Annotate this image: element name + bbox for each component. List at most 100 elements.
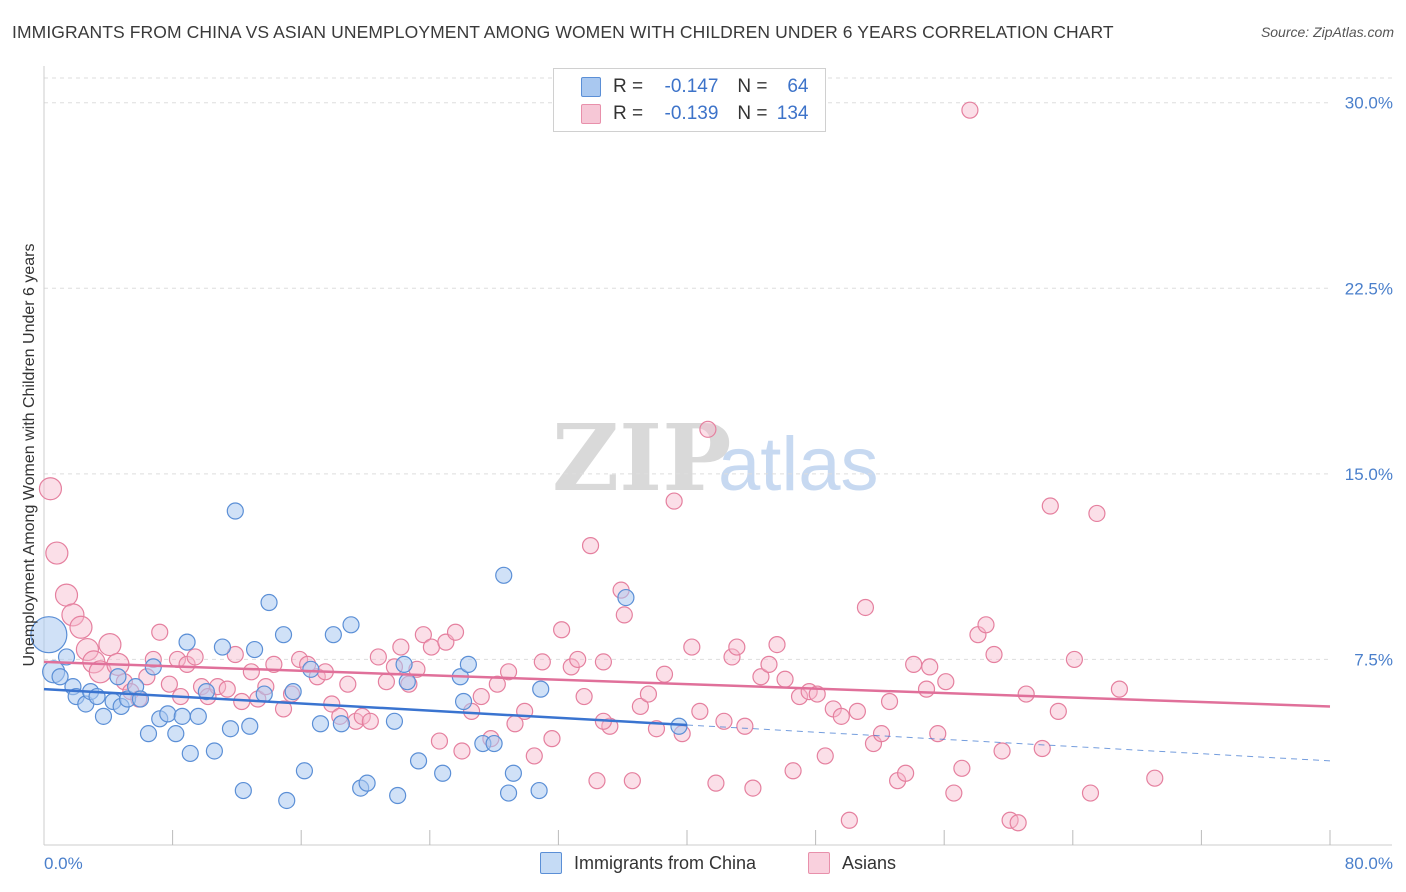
asians-swatch xyxy=(808,852,830,874)
asians-point xyxy=(98,632,122,657)
asians-point xyxy=(533,653,551,671)
china-point xyxy=(274,626,293,644)
correlation-legend: R = -0.147 N = 64 R = -0.139 N = 134 xyxy=(553,68,826,132)
asians-point xyxy=(723,648,741,666)
n-label: N = xyxy=(737,103,768,124)
asians-point xyxy=(553,621,571,639)
china-point xyxy=(409,752,428,770)
asians-point xyxy=(929,725,947,743)
r-label: R = xyxy=(613,103,644,124)
asians-point xyxy=(953,759,971,777)
asians-point xyxy=(768,635,786,654)
asians-point xyxy=(961,101,979,119)
source-label: Source: ZipAtlas.com xyxy=(1260,24,1394,40)
china-point xyxy=(57,648,76,666)
asians-point xyxy=(977,616,995,634)
legend-row-asians: R = -0.139 N = 134 xyxy=(554,101,809,127)
asians-point xyxy=(760,655,778,673)
china-point xyxy=(504,764,522,782)
r-value-china: -0.147 xyxy=(664,76,719,97)
asians-point xyxy=(226,645,244,664)
legend-item-asians[interactable]: Asians xyxy=(808,852,896,874)
china-point xyxy=(495,566,513,584)
asians-point xyxy=(776,670,794,688)
asians-point xyxy=(377,673,395,691)
asians-point xyxy=(38,477,63,501)
asians-point xyxy=(1146,769,1164,787)
asians-point xyxy=(414,626,432,644)
asians-point xyxy=(543,730,561,748)
series-legend: Immigrants from China Asians xyxy=(0,852,1406,878)
asians-point xyxy=(816,747,834,765)
asians-point xyxy=(736,717,754,735)
legend-item-china[interactable]: Immigrants from China xyxy=(540,852,756,874)
watermark-atlas: atlas xyxy=(718,422,879,507)
asians-point xyxy=(274,700,293,718)
y-tick-label: 22.5% xyxy=(1345,279,1393,298)
asians-point xyxy=(752,668,770,686)
asians-point xyxy=(655,665,674,683)
china-point xyxy=(530,781,548,800)
asians-point xyxy=(784,762,802,780)
china-point xyxy=(278,791,296,810)
asians-point xyxy=(569,650,587,669)
asians-point xyxy=(186,648,204,666)
asians-point xyxy=(905,655,923,673)
asians-point xyxy=(631,697,649,716)
china-point xyxy=(302,660,320,678)
china-point xyxy=(181,744,199,763)
asians-point xyxy=(392,638,410,656)
asians-point xyxy=(488,675,506,693)
china-trend-line-extension xyxy=(686,724,1331,762)
asians-point xyxy=(856,598,875,617)
asians-point xyxy=(848,702,866,720)
asians-point xyxy=(1033,739,1051,758)
china-point xyxy=(241,717,259,735)
china-point xyxy=(389,786,407,805)
asians-point xyxy=(581,537,600,555)
watermark-zip: ZIP xyxy=(552,404,731,512)
grid-lines xyxy=(44,77,1392,660)
legend-row-china: R = -0.147 N = 64 xyxy=(554,74,809,100)
china-point xyxy=(284,682,302,701)
y-tick-label: 7.5% xyxy=(1354,650,1393,669)
n-value-china: 64 xyxy=(787,76,809,97)
china-point xyxy=(234,781,252,800)
china-point xyxy=(221,720,240,738)
asians-point xyxy=(832,707,850,725)
china-swatch xyxy=(581,77,601,97)
legend-label-asians: Asians xyxy=(842,852,897,873)
china-point xyxy=(205,742,223,760)
china-point xyxy=(197,682,215,701)
china-points xyxy=(30,502,688,810)
china-point xyxy=(434,764,452,782)
asians-trend-line xyxy=(43,660,1331,708)
asians-point xyxy=(61,603,85,627)
asians-point xyxy=(430,732,449,750)
asians-point xyxy=(872,725,891,743)
china-point xyxy=(295,762,314,780)
china-point xyxy=(459,655,477,673)
asians-point xyxy=(45,541,69,565)
asians-point xyxy=(361,712,379,730)
asians-point xyxy=(594,653,613,671)
asians-point xyxy=(945,784,963,802)
china-point xyxy=(159,705,177,723)
asians-point xyxy=(665,492,683,510)
asians-point xyxy=(218,680,236,698)
asians-point xyxy=(1088,504,1106,523)
asians-point xyxy=(728,638,746,656)
asians-point xyxy=(691,702,709,720)
axes xyxy=(43,66,1392,846)
china-point xyxy=(332,715,350,733)
asians-point xyxy=(151,623,169,641)
asians-point xyxy=(54,583,79,607)
r-value-asians: -0.139 xyxy=(664,103,719,124)
asians-point xyxy=(699,420,717,438)
tick-labels: 7.5% 15.0% 22.5% 30.0% 0.0% 80.0% xyxy=(44,94,1393,873)
asians-point xyxy=(707,774,725,792)
china-point xyxy=(670,717,688,735)
asians-point xyxy=(985,645,1003,664)
asians-point xyxy=(75,637,100,662)
asians-point xyxy=(897,764,915,782)
